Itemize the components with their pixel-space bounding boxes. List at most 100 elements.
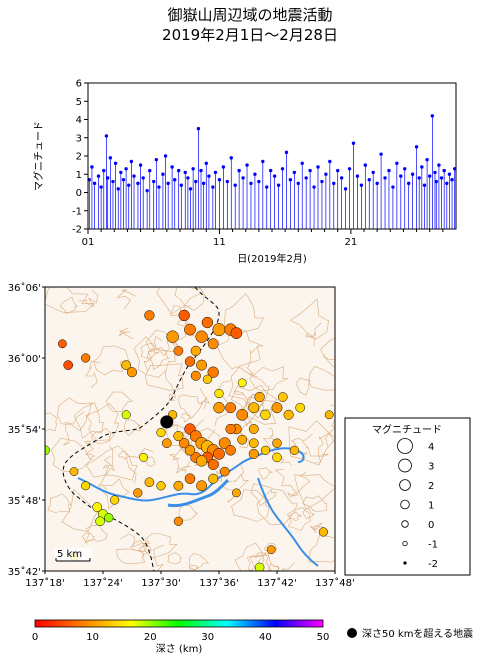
- longitude-label: 137˚42': [257, 577, 297, 589]
- magnitude-point: [241, 176, 245, 180]
- epicenter: [225, 402, 237, 414]
- colorbar-tick-label: 50: [317, 632, 330, 643]
- magnitude-point: [157, 185, 161, 189]
- magnitude-point: [132, 174, 136, 178]
- magnitude-point: [161, 172, 165, 176]
- magnitude-stems: [88, 115, 456, 229]
- magnitude-point: [379, 152, 383, 156]
- legend-label: -2: [428, 559, 438, 570]
- epicenter: [260, 409, 271, 420]
- legend-label: 0: [428, 520, 434, 531]
- epicenter: [237, 434, 248, 445]
- magnitude-point: [328, 159, 332, 164]
- magnitude-point: [154, 157, 159, 162]
- legend-label: 4: [428, 442, 434, 453]
- epicenter: [295, 402, 306, 413]
- magnitude-point: [113, 161, 118, 165]
- colorbar-tick-label: 10: [86, 632, 99, 643]
- epicenter: [184, 323, 196, 336]
- magnitude-point: [179, 183, 184, 187]
- magnitude-point: [447, 172, 452, 176]
- epicenter: [58, 339, 67, 349]
- scale-bar: [55, 558, 91, 562]
- magnitude-point: [229, 156, 233, 160]
- epicenter: [144, 310, 155, 321]
- deep-earthquake-marker: [160, 415, 174, 429]
- deep-earthquake-legend-label: 深さ50 kmを超える地震: [362, 627, 473, 640]
- magnitude-point: [186, 176, 190, 180]
- epicenter: [166, 330, 179, 343]
- magnitude-point: [292, 170, 297, 175]
- magnitude-point: [312, 185, 316, 189]
- epicenter: [184, 356, 196, 367]
- magnitude-point: [170, 165, 174, 169]
- colorbar-tick-label: 0: [32, 632, 38, 643]
- magnitude-point: [343, 187, 348, 191]
- epicenter: [161, 438, 172, 449]
- magnitude-point: [442, 168, 446, 173]
- magnitude-point: [217, 178, 222, 182]
- magnitude-point: [148, 168, 152, 173]
- epicenter: [196, 480, 208, 492]
- epicenter: [266, 545, 276, 555]
- latitude-label: 36˚06': [8, 282, 41, 294]
- epicenter: [213, 402, 225, 414]
- colorbar-label: 深さ (km): [156, 643, 203, 655]
- magnitude-point: [355, 174, 360, 178]
- epicenter: [232, 488, 241, 498]
- epicenter: [289, 445, 299, 455]
- epicenter: [324, 410, 334, 420]
- epicenter: [219, 466, 230, 477]
- epicenter: [212, 323, 226, 337]
- magnitude-point: [145, 188, 149, 193]
- magnitude-point: [420, 165, 424, 169]
- epicenter: [156, 427, 166, 438]
- magnitude-point: [308, 168, 312, 173]
- y-axis-label: マグニチュード: [32, 121, 45, 191]
- magnitude-point: [417, 176, 421, 180]
- legend-symbol: [403, 561, 407, 565]
- magnitude-point: [176, 168, 181, 173]
- epicenter: [236, 408, 249, 421]
- magnitude-point: [399, 174, 403, 178]
- epicenter: [121, 410, 131, 420]
- magnitude-point: [237, 168, 241, 173]
- magnitude-point: [201, 181, 206, 186]
- legend-label: 3: [428, 462, 434, 473]
- magnitude-point: [332, 181, 336, 186]
- longitude-label: 137˚36': [199, 577, 239, 589]
- legend-symbol: [399, 479, 411, 491]
- magnitude-point: [351, 141, 356, 145]
- colorbar-gradient: [34, 619, 324, 628]
- y-tick-label: 2: [76, 152, 82, 163]
- magnitude-point: [359, 183, 364, 187]
- magnitude-point: [430, 114, 435, 118]
- x-tick-label: 01: [82, 237, 95, 248]
- epicenter: [156, 481, 166, 491]
- legend-symbol: [401, 520, 409, 528]
- magnitude-points: [87, 114, 457, 193]
- magnitude-point: [207, 174, 211, 178]
- magnitude-point: [324, 172, 328, 176]
- magnitude-point: [191, 167, 195, 171]
- epicenter: [81, 481, 91, 491]
- magnitude-point: [300, 161, 304, 165]
- title-line-2: 2019年2月1日〜2月28日: [162, 26, 338, 44]
- magnitude-point: [199, 168, 203, 173]
- magnitude-point: [347, 167, 352, 171]
- latitude-label: 36˚00': [8, 353, 41, 365]
- magnitude-point: [121, 178, 126, 182]
- epicenter: [260, 445, 270, 455]
- magnitude-point: [136, 181, 140, 186]
- latitude-label: 35˚48': [8, 495, 41, 507]
- x-tick-label: 11: [213, 237, 226, 248]
- epicenter: [196, 359, 208, 371]
- longitude-label: 137˚24': [83, 577, 123, 589]
- x-axis-label: 日(2019年2月): [237, 252, 307, 265]
- epicenter: [271, 402, 283, 414]
- epicenter: [63, 360, 74, 370]
- epicenter: [277, 392, 288, 402]
- magnitude-point: [124, 167, 128, 171]
- epicenter: [202, 374, 212, 384]
